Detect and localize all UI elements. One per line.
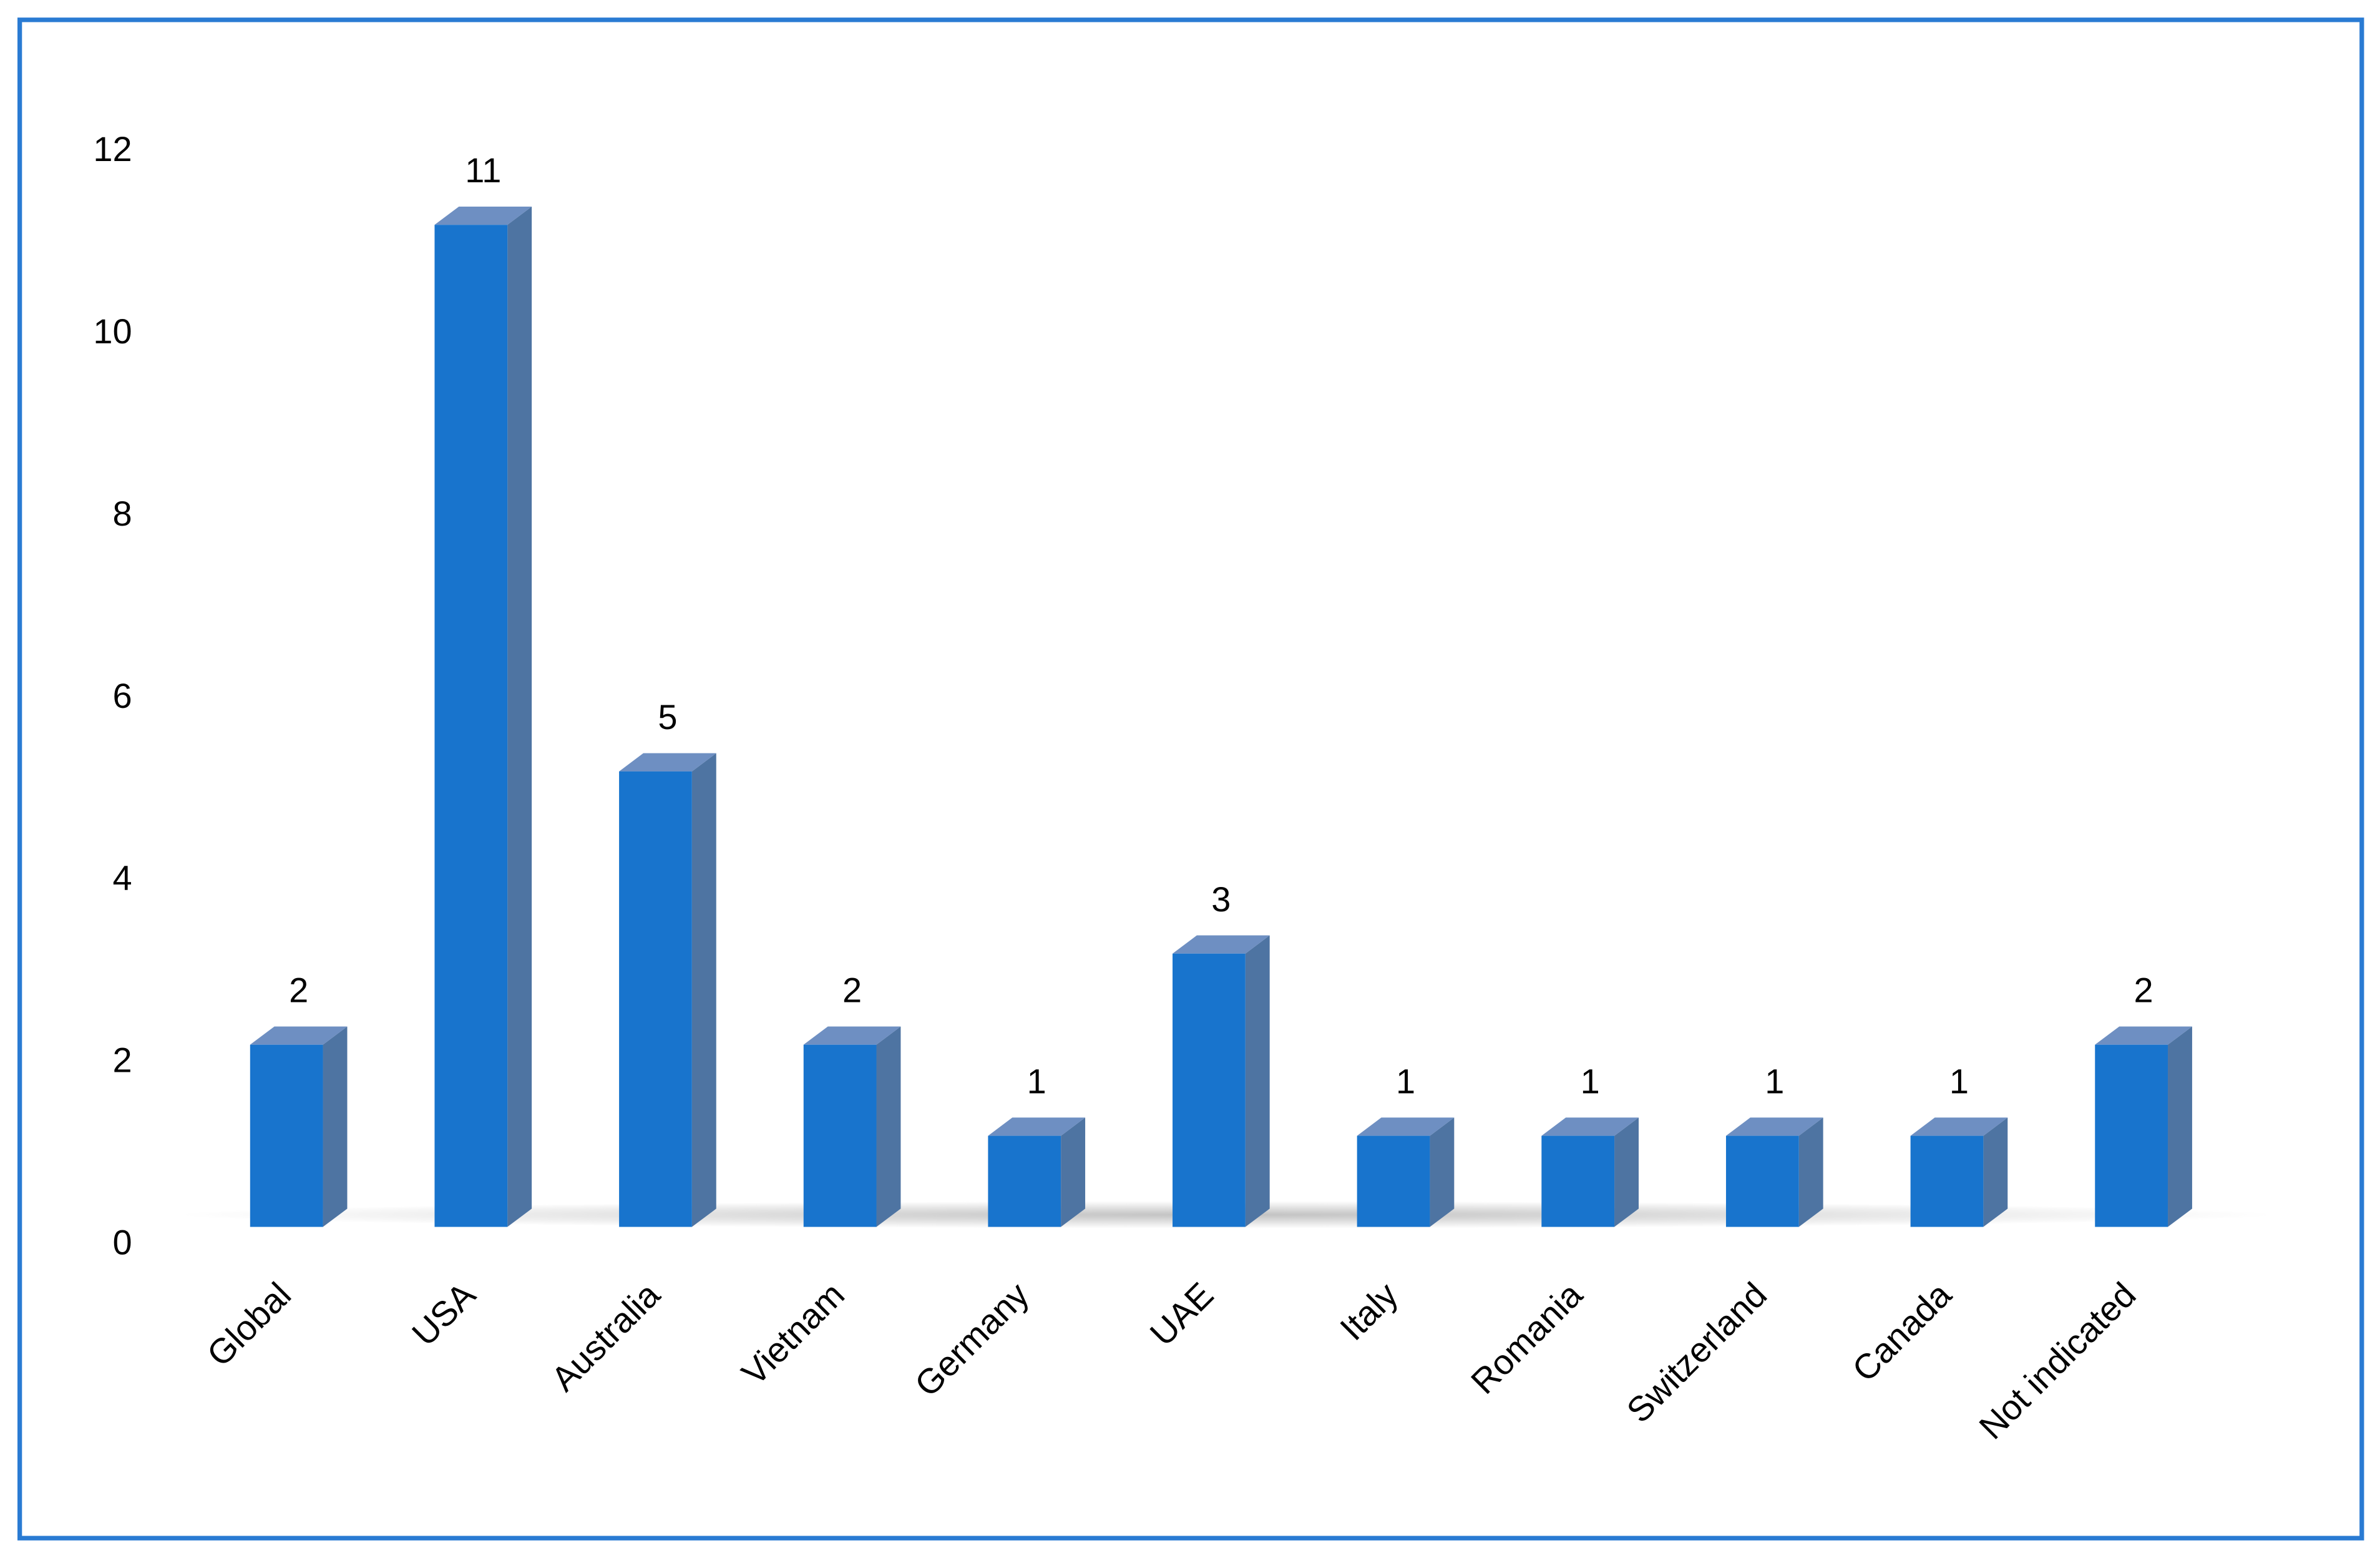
y-tick-label: 12 <box>93 129 132 169</box>
bar <box>250 1044 323 1227</box>
chart-border <box>17 17 2364 1541</box>
bar-top <box>803 1026 901 1045</box>
bar-top <box>250 1026 348 1045</box>
y-tick-label: 8 <box>112 494 132 533</box>
bar-side <box>691 753 716 1227</box>
bar-side <box>1430 1117 1455 1227</box>
bar <box>1910 1135 1984 1227</box>
data-label: 1 <box>1581 1062 1600 1101</box>
bar-top <box>1725 1117 1823 1136</box>
bar-side <box>2168 1026 2192 1227</box>
data-label: 1 <box>1949 1062 1969 1101</box>
data-label: 2 <box>842 971 862 1010</box>
bar-top <box>2095 1026 2192 1045</box>
bar <box>619 771 692 1227</box>
bar-side <box>1245 935 1270 1227</box>
bar-side <box>507 206 532 1227</box>
bar <box>1541 1135 1615 1227</box>
bar-side <box>323 1026 348 1227</box>
bar-top <box>1541 1117 1639 1136</box>
y-tick-label: 0 <box>112 1223 132 1262</box>
data-label: 5 <box>658 697 677 737</box>
data-label: 1 <box>1027 1062 1046 1101</box>
data-label: 2 <box>2134 971 2153 1010</box>
bar <box>803 1044 877 1227</box>
bar-side <box>1061 1117 1086 1227</box>
y-tick-label: 4 <box>112 858 132 898</box>
bar <box>434 225 508 1227</box>
bar-top <box>1173 935 1270 954</box>
bar <box>2095 1044 2168 1227</box>
y-tick-label: 2 <box>112 1041 132 1080</box>
bar-side <box>1614 1117 1639 1227</box>
bar-side <box>1798 1117 1823 1227</box>
data-label: 1 <box>1396 1062 1415 1101</box>
bar <box>1725 1135 1799 1227</box>
bar-top <box>619 753 716 772</box>
y-tick-label: 6 <box>112 676 132 715</box>
bar-top <box>1357 1117 1455 1136</box>
bar-side <box>876 1026 901 1227</box>
y-tick-label: 10 <box>93 311 132 351</box>
bar-top <box>1910 1117 2008 1136</box>
data-label: 1 <box>1765 1062 1784 1101</box>
bar <box>1357 1135 1430 1227</box>
bar <box>988 1135 1061 1227</box>
bar-top <box>988 1117 1086 1136</box>
data-label: 11 <box>465 150 501 190</box>
bar-top <box>434 206 532 225</box>
bar <box>1173 953 1246 1227</box>
data-label: 2 <box>289 971 308 1010</box>
data-label: 3 <box>1211 879 1231 919</box>
bar-side <box>1983 1117 2008 1227</box>
